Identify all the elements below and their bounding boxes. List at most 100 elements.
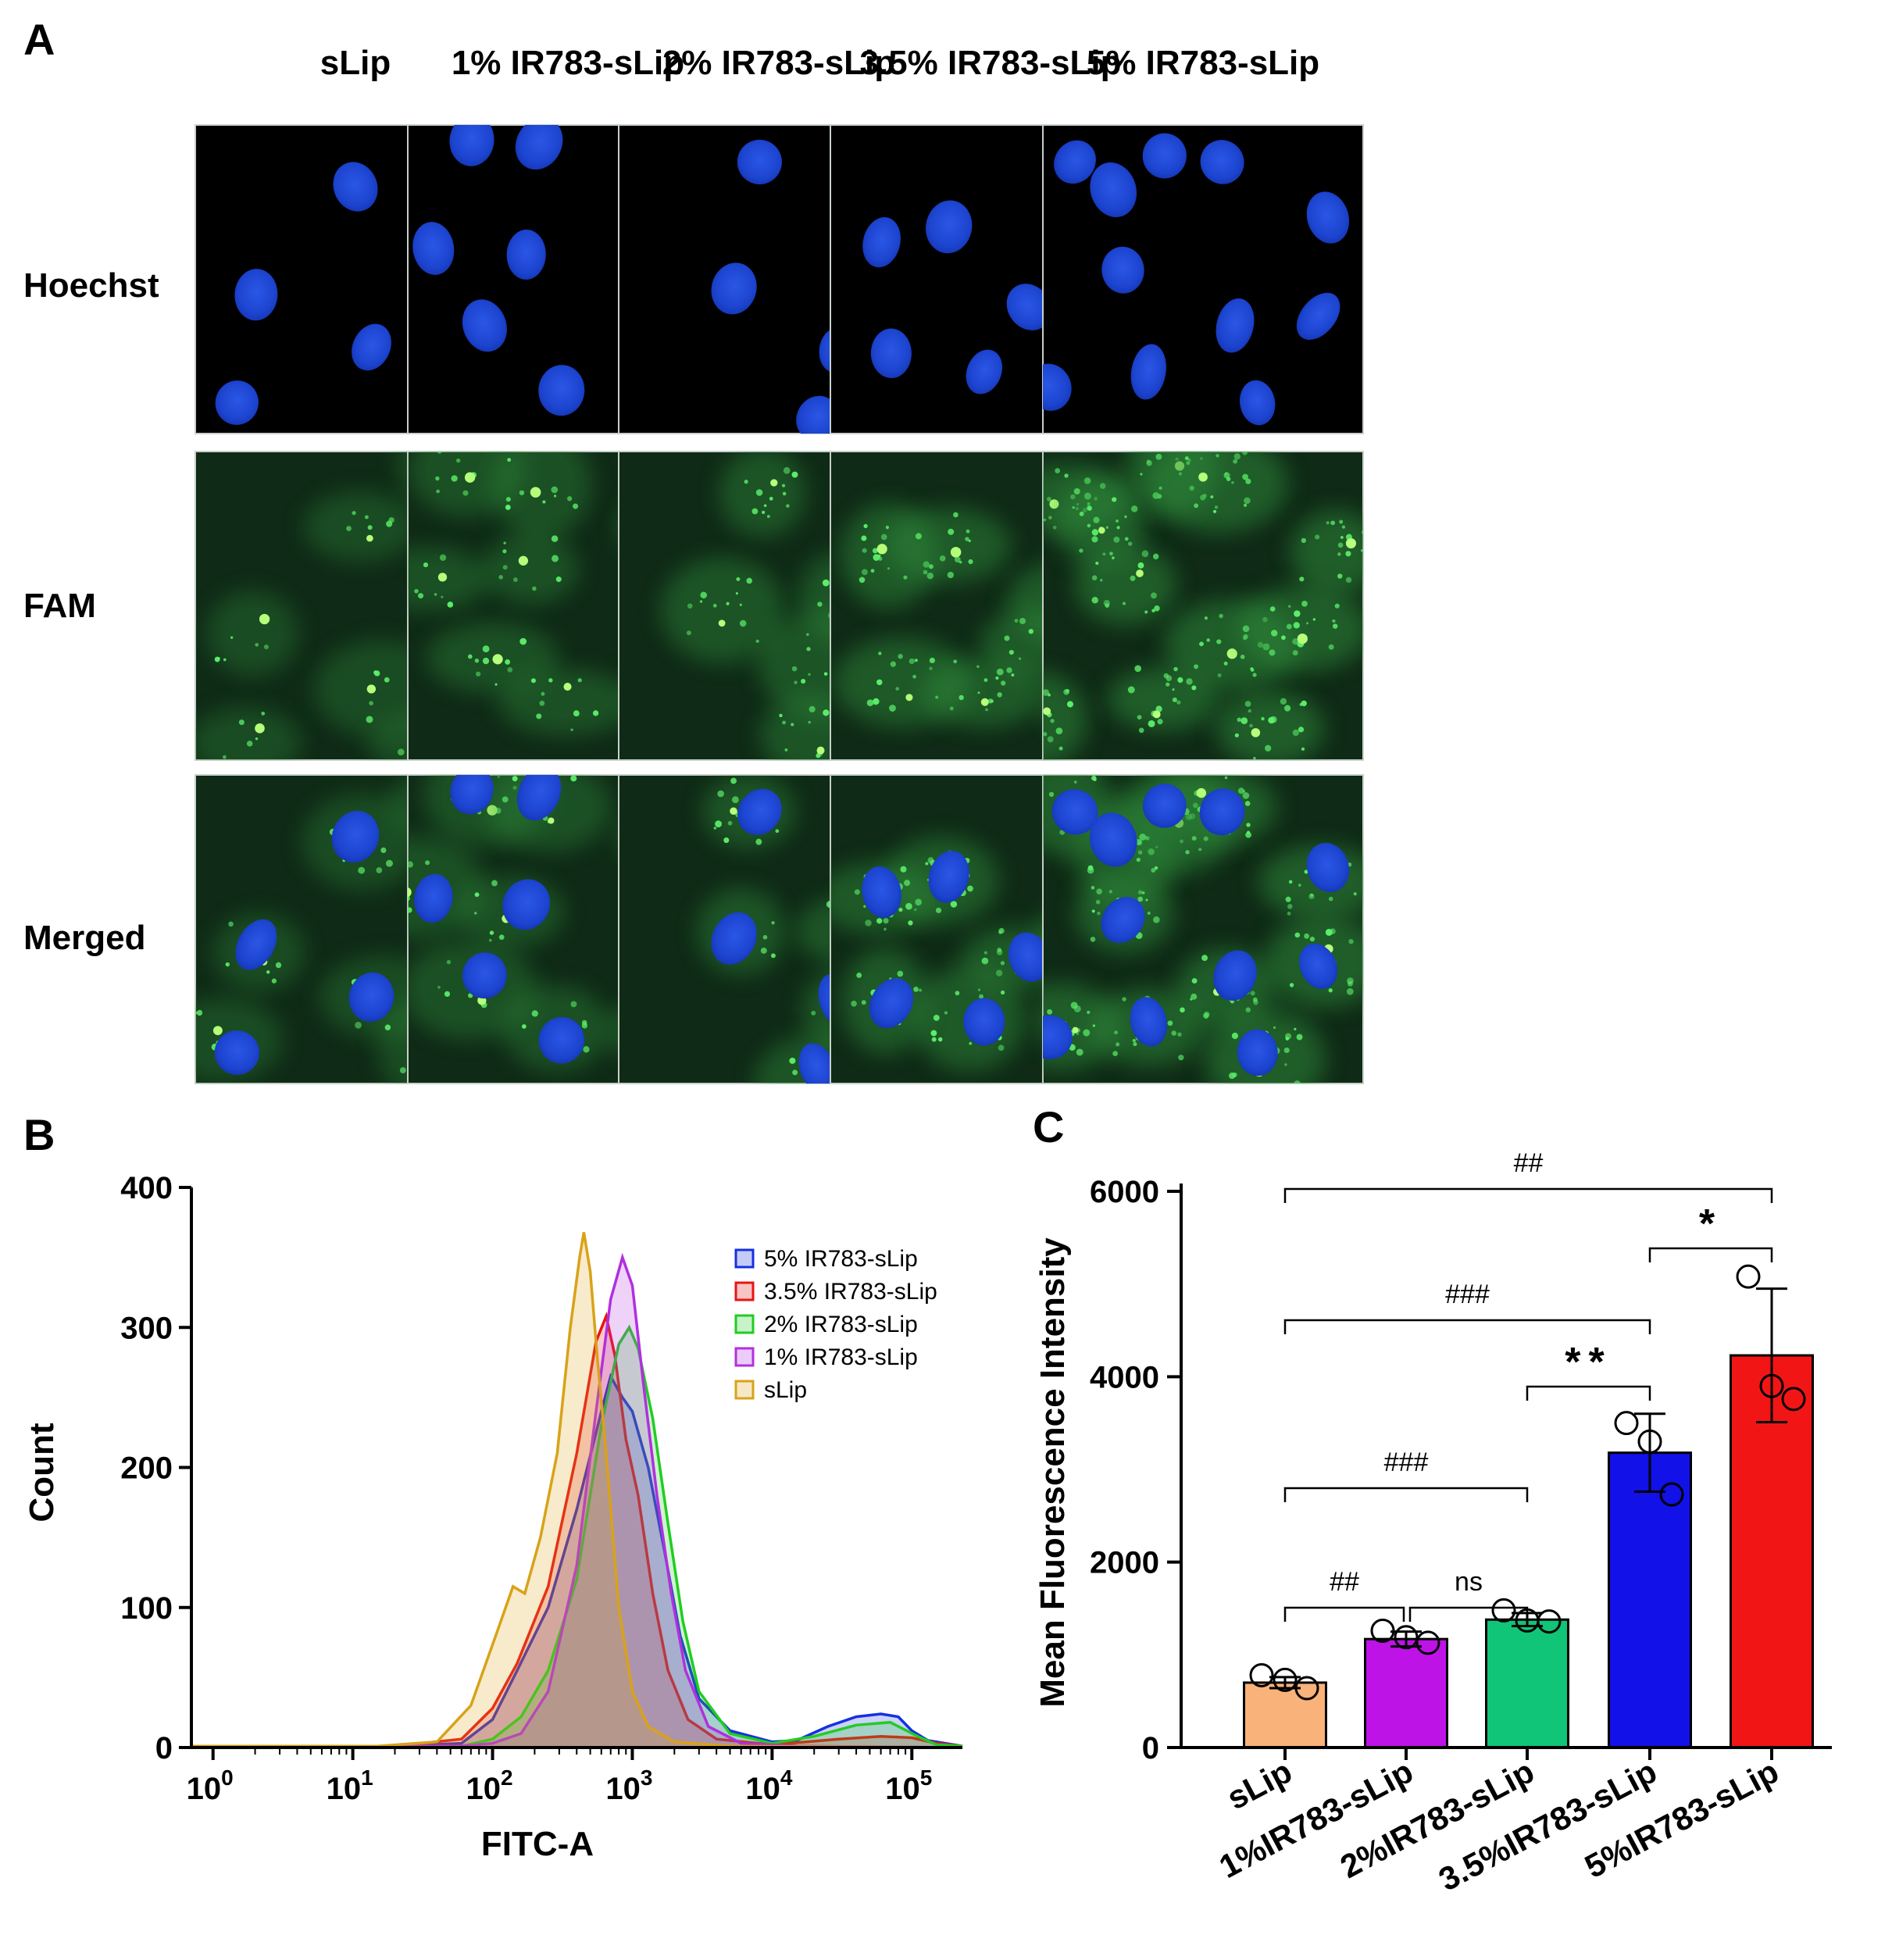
histogram-line: [191, 1312, 963, 1748]
nucleus: [711, 912, 757, 965]
x-tick-exponent: 0: [221, 1765, 234, 1790]
fam-puncta: [425, 860, 430, 866]
nucleus: [1200, 140, 1244, 184]
fam-puncta: [355, 1021, 362, 1029]
fam-cytoplasm: [205, 591, 299, 677]
fam-puncta: [570, 1001, 577, 1008]
column-header: 3.5% IR783-sLip: [859, 44, 1121, 82]
fam-puncta: [823, 709, 830, 716]
legend-label: 5% IR783-sLip: [764, 1246, 918, 1272]
column-header: 2% IR783-sLip: [662, 44, 895, 82]
fam-puncta: [384, 677, 390, 683]
fam-puncta: [1253, 756, 1256, 760]
fam-bright-spot: [437, 573, 448, 582]
y-tick-label: 0: [155, 1731, 173, 1765]
fam-puncta: [462, 490, 469, 496]
fam-puncta: [1269, 649, 1276, 656]
fam-puncta: [1292, 638, 1299, 645]
fam-puncta: [408, 861, 413, 868]
fam-puncta: [1284, 1063, 1287, 1066]
fam-bright-spot: [905, 694, 913, 702]
fam-puncta: [1280, 698, 1287, 705]
fam-puncta: [1194, 503, 1199, 509]
fam-puncta: [1347, 977, 1354, 984]
fam-puncta: [762, 934, 768, 940]
histogram-area: [191, 1316, 962, 1748]
fam-puncta: [553, 494, 557, 498]
fam-puncta: [346, 526, 352, 531]
fam-puncta: [1337, 573, 1343, 579]
legend-label: 3.5% IR783-sLip: [764, 1279, 937, 1305]
data-point: [1537, 1609, 1562, 1634]
data-point: [1370, 1618, 1395, 1643]
fam-puncta: [1340, 536, 1344, 539]
fam-puncta: [1294, 1027, 1297, 1030]
fam-puncta: [1167, 1020, 1173, 1026]
column-header: 5% IR783-sLip: [1087, 44, 1319, 82]
fam-puncta: [883, 918, 889, 924]
fam-puncta: [437, 985, 441, 989]
fam-puncta: [583, 1046, 590, 1053]
fam-puncta: [399, 1067, 406, 1073]
fam-puncta: [1105, 526, 1109, 529]
fam-puncta: [1244, 497, 1251, 505]
fam-puncta: [967, 885, 973, 892]
nucleus: [414, 873, 453, 923]
fam-puncta: [261, 712, 266, 716]
legend-swatch: [734, 1380, 755, 1400]
fam-bright-spot: [530, 487, 541, 498]
significance-bracket: ###: [1283, 1448, 1529, 1502]
x-tick-base: 10: [466, 1772, 502, 1806]
fam-puncta: [1048, 516, 1052, 519]
histogram-line: [191, 1252, 963, 1749]
fam-puncta: [746, 577, 752, 584]
fam-puncta: [482, 657, 490, 665]
scale-bar: 100 μm: [1762, 1030, 1869, 1078]
fam-puncta: [1072, 506, 1075, 509]
fam-cytoplasm: [498, 669, 635, 736]
fam-puncta: [1014, 619, 1019, 623]
fam-puncta: [699, 600, 703, 603]
fam-puncta: [1306, 622, 1309, 625]
fam-puncta: [1141, 550, 1149, 558]
fam-puncta: [1198, 848, 1202, 851]
fam-cytoplasm: [408, 547, 491, 611]
x-tick-label: 104: [745, 1765, 793, 1806]
fam-puncta: [530, 678, 536, 684]
fam-puncta: [789, 1057, 796, 1064]
fam-puncta: [1112, 497, 1117, 502]
fam-puncta: [786, 504, 790, 508]
fam-puncta: [1151, 868, 1156, 873]
significance-bracket: *: [1648, 1201, 1773, 1262]
fam-puncta: [367, 525, 373, 530]
fam-puncta: [1096, 888, 1102, 894]
significance-bracket: **: [1526, 1340, 1651, 1401]
histogram-curves: [191, 1232, 963, 1749]
fam-puncta: [983, 678, 988, 682]
fam-puncta: [1091, 575, 1098, 581]
y-tick-label: 400: [120, 1171, 173, 1205]
fam-puncta: [1298, 727, 1305, 733]
fam-bright-spot: [817, 1088, 824, 1095]
fam-puncta: [1245, 478, 1251, 484]
fam-puncta: [1244, 701, 1251, 707]
fam-puncta: [775, 829, 780, 834]
fam-bright-spot: [950, 547, 962, 558]
fam-puncta: [944, 1011, 948, 1015]
fam-cytoplasm: [1216, 691, 1325, 760]
fam-puncta: [903, 575, 908, 580]
x-tick-base: 10: [187, 1772, 222, 1806]
fam-puncta: [953, 512, 958, 518]
fam-puncta: [1148, 719, 1155, 727]
data-point: [1614, 1411, 1639, 1436]
histogram-line: [191, 1232, 963, 1749]
fam-puncta: [542, 500, 546, 504]
fam-puncta: [1137, 715, 1142, 720]
fam-puncta: [1137, 850, 1143, 855]
fam-puncta: [1116, 519, 1119, 523]
nucleus: [331, 810, 380, 863]
fam-cytoplasm: [195, 707, 302, 760]
nucleus: [462, 952, 507, 999]
fam-bright-spot: [718, 619, 726, 627]
fam-puncta: [1132, 1038, 1136, 1043]
